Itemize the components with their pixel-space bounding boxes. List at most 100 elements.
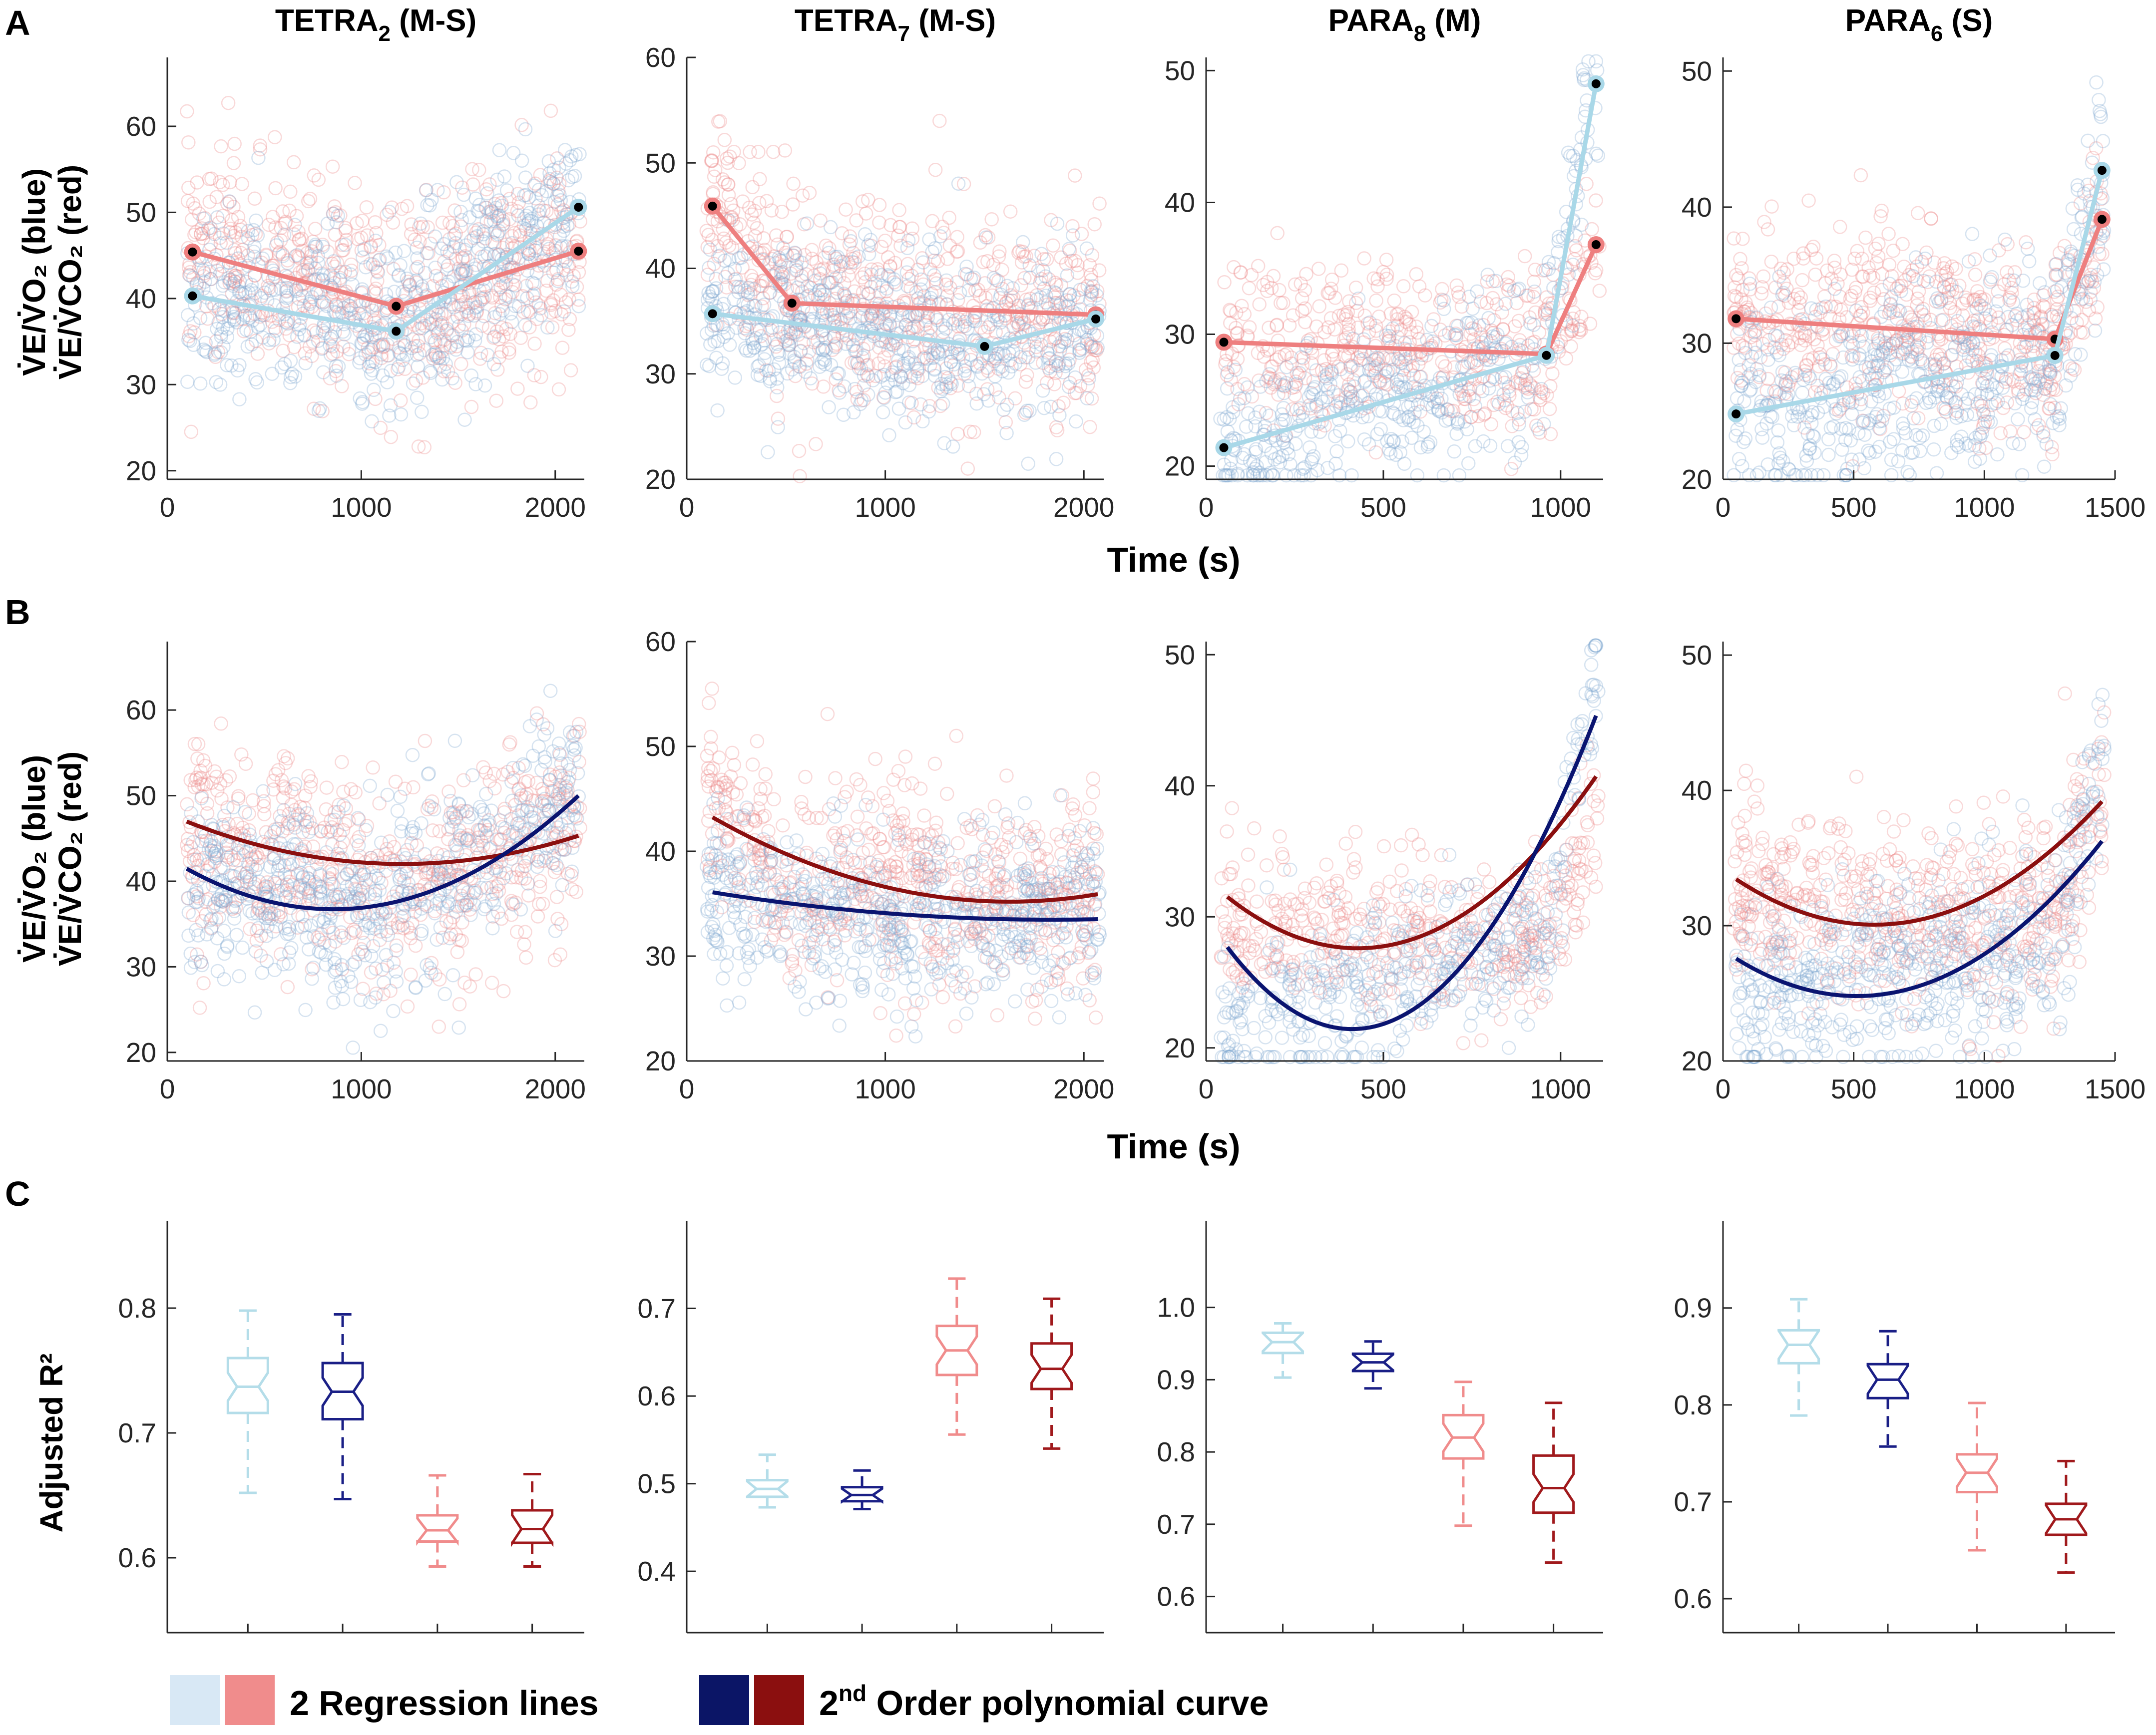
- tetra7-rowa-point-vco2: [1009, 392, 1022, 405]
- tetra2-rowa-ytick-label: 20: [126, 455, 156, 486]
- tetra7-rowa-breakpoint-dot-vo2: [1091, 315, 1100, 324]
- tetra7-rowa-point-vo2: [1070, 415, 1083, 428]
- tetra7-rowa-point-vco2: [943, 211, 956, 224]
- tetra7-rowb-point-vco2: [776, 819, 789, 832]
- tetra7-rowb-point-vo2: [965, 991, 978, 1004]
- tetra7-rowb-point-vo2: [960, 1007, 973, 1020]
- tetra2-rowb-point-vo2: [236, 941, 249, 954]
- tetra7-rowb-point-vco2: [869, 752, 882, 765]
- tetra7-rowa-point-vco2: [1088, 218, 1101, 231]
- tetra7-rowa-point-vco2: [794, 470, 807, 483]
- tetra2-rowb-point-vco2: [258, 808, 271, 821]
- tetra2-rowb-point-vo2: [347, 1041, 360, 1054]
- tetra2-rowa-point-vo2: [519, 319, 532, 332]
- box_tetra7-box-reg_vo2: [747, 1455, 787, 1507]
- tetra2-rowa-point-vco2: [268, 131, 281, 144]
- tetra7-rowa-title: TETRA7 (M-S): [795, 3, 996, 46]
- box_tetra2-box-poly_vco2: [512, 1474, 552, 1567]
- tetra2-rowb-point-vo2: [230, 929, 243, 942]
- tetra2-rowa-breakpoint-dot-vco2: [574, 247, 583, 256]
- tetra2-rowb-point-vo2: [267, 925, 280, 938]
- tetra2-rowa-point-vco2: [182, 136, 195, 149]
- tetra7-rowa-point-vco2: [840, 203, 853, 216]
- tetra7-rowb-point-vo2: [859, 966, 871, 979]
- tetra7-rowb-xtick-label: 1000: [855, 1073, 915, 1104]
- tetra7-rowb-point-vco2: [991, 1009, 1004, 1022]
- tetra2-rowa-point-vco2: [396, 202, 409, 215]
- tetra2-rowb-point-vo2: [390, 975, 403, 988]
- tetra7-rowa-xtick-label: 1000: [855, 492, 915, 523]
- tetra7-rowa-point-vo2: [938, 437, 951, 450]
- tetra2-rowb-point-vo2: [544, 685, 557, 697]
- tetra7-rowa-point-vo2: [1035, 248, 1048, 261]
- tetra7-rowa-point-vo2: [876, 406, 889, 419]
- box_tetra7-box-poly_vo2: [842, 1470, 882, 1509]
- tetra2-rowb-point-vo2: [421, 959, 433, 972]
- tetra2-rowb-point-vco2: [193, 1001, 206, 1014]
- tetra7-rowa-point-vco2: [905, 396, 918, 409]
- panel-letter-a: A: [5, 3, 30, 42]
- tetra7-rowb-point-vco2: [799, 770, 812, 783]
- tetra7-rowa-point-vo2: [936, 397, 949, 410]
- panel-box_tetra2: 0.60.70.8: [118, 1221, 584, 1633]
- tetra7-rowa-point-vo2: [946, 440, 959, 453]
- tetra7-rowa-point-vco2: [810, 437, 823, 450]
- tetra2-rowa-point-vco2: [528, 337, 541, 350]
- tetra7-rowb-point-vco2: [950, 729, 963, 742]
- tetra7-rowa-xtick-label: 0: [679, 492, 695, 523]
- box_tetra2-box-body: [418, 1515, 457, 1542]
- tetra7-rowb-point-vco2: [821, 707, 834, 720]
- tetra2-rowb-point-vo2: [285, 942, 298, 955]
- tetra7-rowa-ytick-label: 60: [645, 42, 676, 73]
- tetra2-rowb-point-vco2: [531, 910, 544, 923]
- tetra7-rowa-ytick-label: 20: [645, 464, 676, 495]
- tetra7-rowb-point-vco2: [877, 841, 890, 854]
- tetra2-rowa-point-vco2: [236, 178, 249, 191]
- tetra7-rowa-point-vo2: [928, 242, 941, 255]
- tetra7-rowa-point-vco2: [706, 154, 719, 167]
- tetra2-rowb-point-vo2: [243, 904, 256, 917]
- tetra7-rowa-point-vo2: [711, 404, 724, 417]
- tetra2-rowa-point-vco2: [222, 96, 235, 109]
- tetra2-rowa-point-vco2: [544, 104, 557, 117]
- tetra7-rowb-point-vo2: [907, 982, 920, 995]
- tetra2-rowa-breakpoint-dot-vo2: [392, 327, 401, 336]
- tetra2-rowa-point-vco2: [564, 364, 577, 377]
- box_tetra2-box-poly_vo2: [323, 1315, 363, 1499]
- tetra2-rowa-point-vo2: [521, 359, 534, 372]
- tetra7-rowb-point-vco2: [706, 682, 719, 695]
- ylabel-row-c-text: Adjusted R²: [33, 1353, 69, 1532]
- box_tetra2-ytick-label: 0.8: [118, 1293, 156, 1324]
- tetra7-rowb-point-vco2: [928, 757, 941, 770]
- tetra2-rowb-point-vo2: [391, 804, 404, 817]
- tetra2-rowa-point-vo2: [478, 379, 491, 392]
- tetra7-rowa-point-vco2: [757, 232, 770, 245]
- xlabel-row-a: Time (s): [1107, 540, 1240, 579]
- tetra7-rowb-point-vco2: [1029, 1012, 1042, 1025]
- tetra7-rowb-point-vco2: [759, 768, 772, 781]
- tetra2-rowb-point-vco2: [483, 774, 496, 787]
- ylabel-row-a-line1: V̇E/V̇O₂ (blue): [16, 168, 52, 376]
- tetra2-rowa-point-vo2: [507, 146, 520, 159]
- tetra2-rowb-point-vco2: [550, 891, 563, 904]
- tetra7-rowa-ytick-label: 30: [645, 358, 676, 389]
- tetra2-rowa-point-vo2: [415, 405, 428, 418]
- tetra2-rowa-point-vco2: [349, 176, 362, 189]
- tetra7-rowb-point-vco2: [768, 793, 781, 806]
- tetra7-rowa-point-vco2: [803, 186, 816, 199]
- tetra2-rowb-point-vo2: [452, 1021, 465, 1034]
- tetra2-rowa-point-vo2: [515, 154, 528, 167]
- tetra2-rowb-point-vo2: [381, 788, 394, 801]
- tetra7-rowa-point-vco2: [753, 173, 766, 186]
- tetra2-rowa-point-vo2: [500, 184, 513, 197]
- tetra7-rowa-point-vco2: [951, 231, 964, 244]
- tetra2-rowa-title-main: TETRA: [275, 3, 379, 38]
- tetra2-rowa-point-vo2: [233, 393, 246, 406]
- tetra2-rowb-point-vco2: [197, 977, 210, 990]
- tetra7-rowb-point-vo2: [877, 813, 890, 826]
- tetra2-rowa-point-vo2: [398, 245, 411, 258]
- tetra7-rowb-ytick-label: 30: [645, 941, 676, 972]
